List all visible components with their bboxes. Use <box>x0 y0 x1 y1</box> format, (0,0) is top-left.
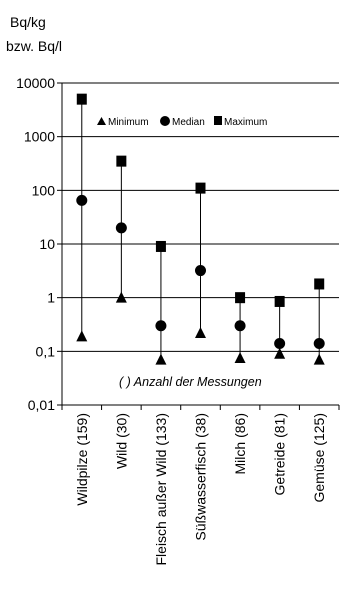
median-point <box>76 194 88 206</box>
y-tick-label: 10000 <box>16 75 55 91</box>
maximum-point <box>155 240 166 252</box>
tick-labels: 10000 1000 100 10 1 0,1 0,01 Wildpilze (159) Wil… <box>16 75 327 566</box>
annotation-measurement-count: ( ) Anzahl der Messungen <box>119 375 262 389</box>
y-tick-label: 0,01 <box>28 397 55 413</box>
minimum-point <box>195 326 206 338</box>
x-category-label: Wild (30) <box>113 413 129 469</box>
maximum-point <box>314 278 325 290</box>
x-category-label: Milch (86) <box>232 413 248 474</box>
x-category-label: Süßwasserfisch (38) <box>193 413 209 541</box>
x-category-label: Getreide (81) <box>272 413 288 495</box>
axes <box>57 82 340 410</box>
maximum-point <box>76 93 87 105</box>
legend-maximum-marker <box>214 116 222 125</box>
legend-minimum-label: Minimum <box>108 117 149 128</box>
maximum-point <box>235 292 246 304</box>
minimum-point <box>234 352 246 364</box>
minimum-point <box>313 353 325 365</box>
x-category-label: Fleisch außer Wild (133) <box>153 413 169 566</box>
maximum-point <box>274 295 285 307</box>
median-point <box>155 320 167 332</box>
median-point <box>274 337 286 349</box>
median-point <box>234 320 246 332</box>
median-point <box>195 265 206 277</box>
median-point <box>115 222 127 234</box>
median-point <box>313 337 325 349</box>
minimum-point <box>155 353 167 365</box>
y-tick-label: 1000 <box>24 129 55 145</box>
y-axis-label-line-1: Bq/kg <box>10 14 46 30</box>
data-markers <box>76 93 325 365</box>
y-tick-label: 10 <box>39 236 55 252</box>
x-category-label: Wildpilze (159) <box>74 413 90 506</box>
y-tick-label: 0,1 <box>36 343 56 359</box>
x-category-label: Gemüse (125) <box>311 413 327 502</box>
maximum-point <box>195 182 206 194</box>
minimum-point <box>76 330 88 342</box>
legend-minimum-marker <box>97 117 106 125</box>
minimum-point <box>274 347 286 359</box>
y-axis-label-line-2: bzw. Bq/l <box>6 38 62 54</box>
legend: Minimum Median Maximum <box>97 116 267 128</box>
legend-median-label: Median <box>172 117 205 128</box>
legend-median-marker <box>160 116 170 126</box>
y-tick-label: 1 <box>47 290 55 306</box>
minimum-point <box>115 291 127 303</box>
legend-maximum-label: Maximum <box>224 117 267 128</box>
y-tick-label: 100 <box>32 182 56 198</box>
maximum-point <box>116 155 127 167</box>
